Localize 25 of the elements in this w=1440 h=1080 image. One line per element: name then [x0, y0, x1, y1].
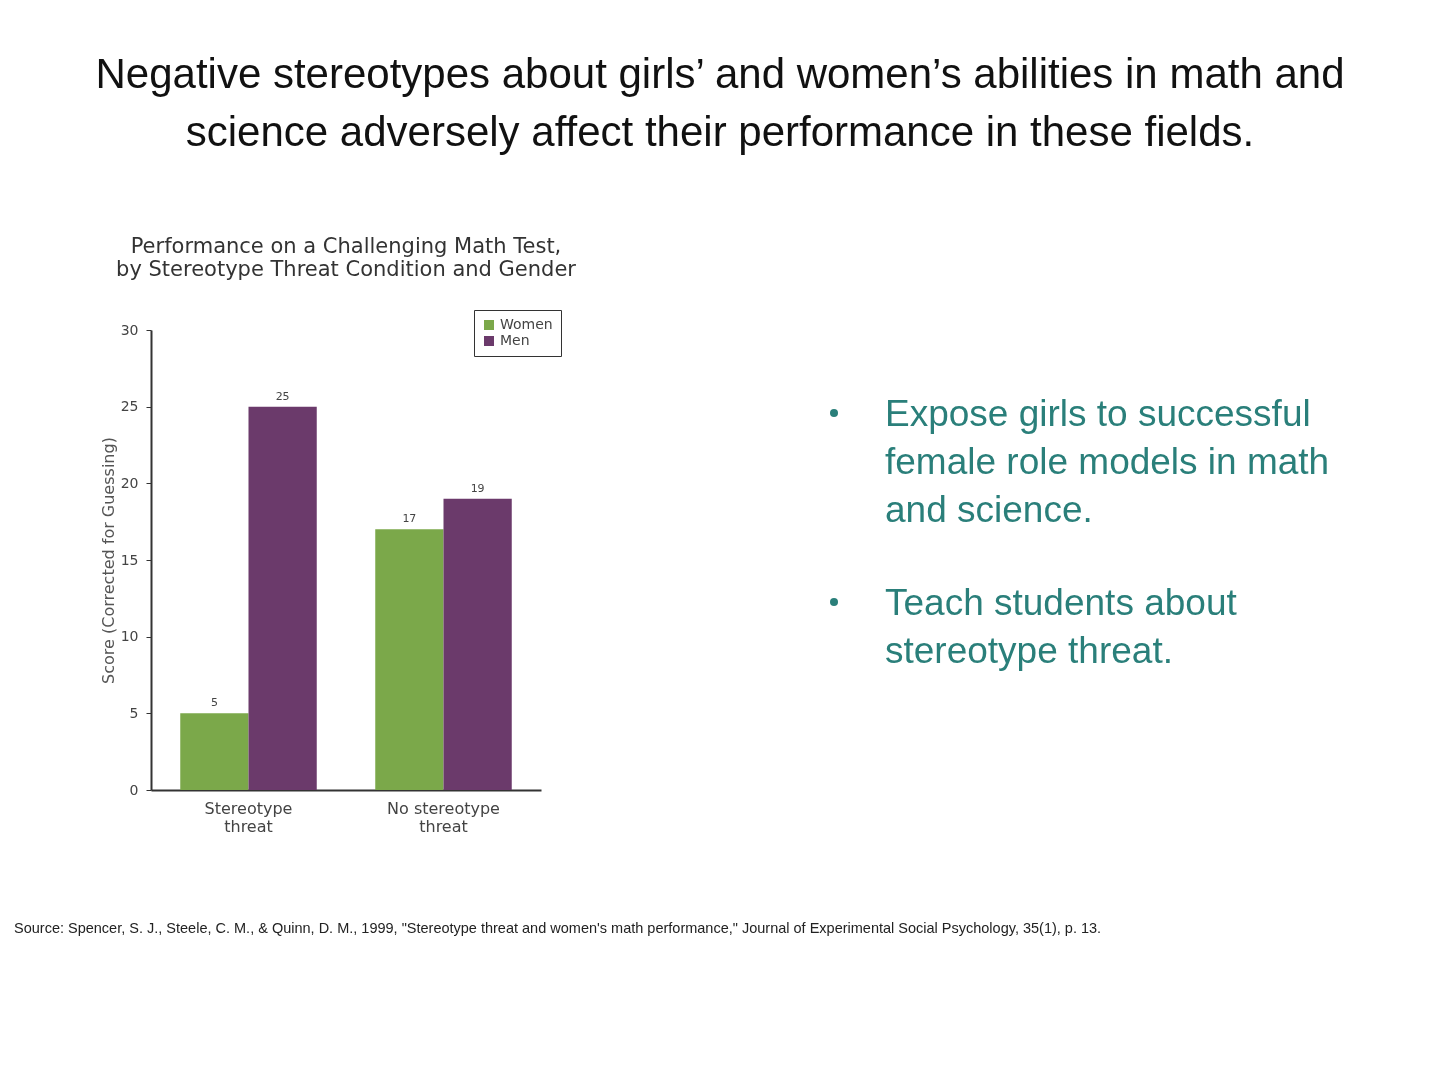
legend-label: Men [500, 332, 530, 348]
data-label: 25 [275, 389, 290, 403]
y-tick-label: 15 [120, 551, 139, 568]
data-label: 17 [402, 512, 417, 526]
y-tick-label: 20 [120, 474, 139, 491]
y-tick-label: 30 [120, 321, 139, 338]
legend-label: Women [500, 316, 553, 332]
bar [180, 713, 249, 790]
y-tick-label: 5 [129, 704, 139, 721]
data-label: 19 [470, 481, 485, 495]
text: Expose girls to successful female role models in math and science. [884, 392, 1331, 532]
source-note: Source: Spencer, S. J., Steele, C. M., & Quinn, D. M., 1999, "Stereotype threat and women's math performance," Journal of Experimental Social Psychology, 35(1), p. 13. [14, 920, 1102, 936]
y-tick-label: 0 [129, 781, 139, 798]
data-label: 5 [210, 696, 218, 710]
x-tick-label: Stereotype threat [204, 798, 293, 836]
y-tick-label: 10 [120, 628, 139, 645]
y-axis-title: Score (Corrected for Guessing) [98, 437, 118, 684]
x-tick-label: No stereotype threat [387, 798, 500, 836]
chart-subtitle: Performance on a Challenging Math Test, by Stereotype Threat Condition and Gender [116, 233, 577, 281]
y-tick-label: 25 [120, 398, 139, 415]
bar [248, 406, 317, 790]
bar [375, 529, 444, 790]
text: Negative stereotypes about girls’ and women’s abilities in math and science adversely affect their performance in these fields. [94, 49, 1346, 157]
bar [443, 498, 512, 790]
text: Teach students about stereotype threat. [884, 581, 1238, 673]
